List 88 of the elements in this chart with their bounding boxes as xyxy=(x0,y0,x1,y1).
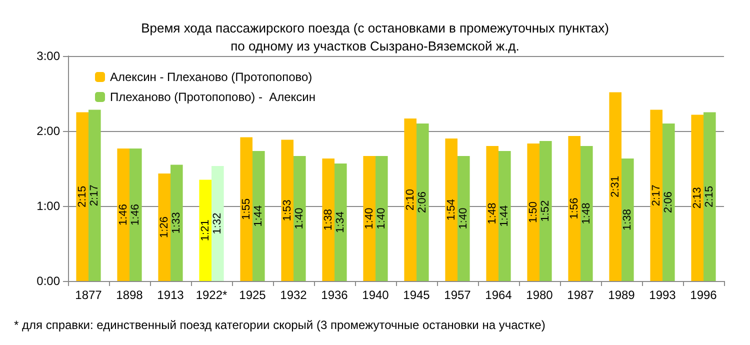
data-label: 2:17 xyxy=(650,184,662,206)
bar xyxy=(568,136,580,281)
y-tick-label: 0:00 xyxy=(36,274,60,288)
x-tick-label: 1877 xyxy=(75,288,102,302)
x-tick-label: 1940 xyxy=(362,288,390,302)
bar xyxy=(691,114,704,281)
data-label: 1:21 xyxy=(199,220,212,242)
x-tick-label: 1957 xyxy=(444,288,472,302)
data-label: 2:13 xyxy=(691,187,704,209)
bar xyxy=(240,137,252,281)
bar xyxy=(158,174,170,281)
data-label: 1:46 xyxy=(117,204,130,226)
bar xyxy=(322,158,334,281)
x-tick-label: 1898 xyxy=(116,288,144,302)
bar xyxy=(404,118,416,281)
data-label: 1:46 xyxy=(130,204,142,226)
data-label: 1:40 xyxy=(376,208,388,230)
bar xyxy=(117,148,130,281)
x-tick-label: 1945 xyxy=(403,288,430,302)
x-tick-label: 1922* xyxy=(196,288,228,302)
bar xyxy=(609,92,622,281)
x-tick-label: 1996 xyxy=(690,288,718,302)
text: * для справки: единственный поезд категории скорый (3 промежуточные остановки на участке) xyxy=(14,318,546,332)
data-label: 2:06 xyxy=(662,192,675,213)
data-label: 1:44 xyxy=(498,205,511,227)
legend-label: Алексин - Плеханово (Протопопово) xyxy=(110,70,312,84)
data-label: 1:54 xyxy=(445,199,458,220)
data-label: 1:33 xyxy=(170,212,183,234)
chart-title: Время хода пассажирского поезда (с остановками в промежуточных пунктах) по одному из участков Сызрано-Вяземской ж.д. xyxy=(141,20,609,54)
data-label: 1:48 xyxy=(486,202,498,224)
bar xyxy=(486,146,498,281)
bar xyxy=(334,164,347,281)
data-label: 2:17 xyxy=(88,184,101,206)
bar xyxy=(88,110,101,281)
data-label: 1:55 xyxy=(240,198,252,220)
y-tick-label: 2:00 xyxy=(36,124,60,138)
legend-label: Плеханово (Протопопово) - Алексин xyxy=(110,90,316,104)
bar xyxy=(445,138,458,281)
bar xyxy=(199,180,212,281)
x-tick-label: 1925 xyxy=(239,288,266,302)
x-tick-label: 1993 xyxy=(649,288,676,302)
data-label: 1:53 xyxy=(281,200,294,222)
bar xyxy=(498,151,511,281)
bar xyxy=(252,151,265,281)
data-label: 1:34 xyxy=(334,212,347,233)
data-label: 2:10 xyxy=(404,189,416,210)
data-label: 1:40 xyxy=(363,208,376,230)
data-label: 2:15 xyxy=(704,186,716,208)
data-label: 1:26 xyxy=(158,216,170,238)
data-label: 1:40 xyxy=(294,208,306,230)
bar xyxy=(622,158,634,281)
bar xyxy=(376,156,388,281)
x-tick-label: 1913 xyxy=(157,288,184,302)
data-label: 2:31 xyxy=(609,176,622,198)
x-tick-label: 1932 xyxy=(280,288,308,302)
x-tick-label: 1989 xyxy=(608,288,636,302)
data-label: 2:15 xyxy=(76,186,88,208)
y-tick-label: 3:00 xyxy=(36,49,60,63)
data-label: 1:32 xyxy=(212,212,224,234)
bar xyxy=(130,148,142,281)
y-tick-label: 1:00 xyxy=(36,199,60,213)
data-label: 1:38 xyxy=(322,209,334,230)
bar xyxy=(704,112,716,281)
data-label: 1:50 xyxy=(527,202,540,223)
data-label: 1:38 xyxy=(622,209,634,230)
data-label: 1:40 xyxy=(458,208,470,230)
data-label: 1:56 xyxy=(568,198,580,220)
bar xyxy=(527,144,540,281)
bar xyxy=(76,112,88,281)
bar xyxy=(281,140,294,281)
bar xyxy=(540,141,552,281)
data-label: 1:52 xyxy=(540,200,552,222)
x-tick-label: 1936 xyxy=(321,288,348,302)
data-label: 2:06 xyxy=(416,192,429,213)
data-label: 1:48 xyxy=(580,202,593,224)
bar xyxy=(170,164,183,281)
x-tick-label: 1964 xyxy=(485,288,512,302)
bar xyxy=(294,156,306,281)
x-tick-label: 1980 xyxy=(526,288,554,302)
bar xyxy=(580,146,593,281)
bar xyxy=(650,110,662,281)
bar xyxy=(416,124,429,281)
bar xyxy=(662,124,675,281)
bar xyxy=(212,166,224,281)
bar xyxy=(458,156,470,281)
bar xyxy=(363,156,376,281)
data-label: 1:44 xyxy=(252,205,265,227)
x-tick-label: 1987 xyxy=(567,288,594,302)
